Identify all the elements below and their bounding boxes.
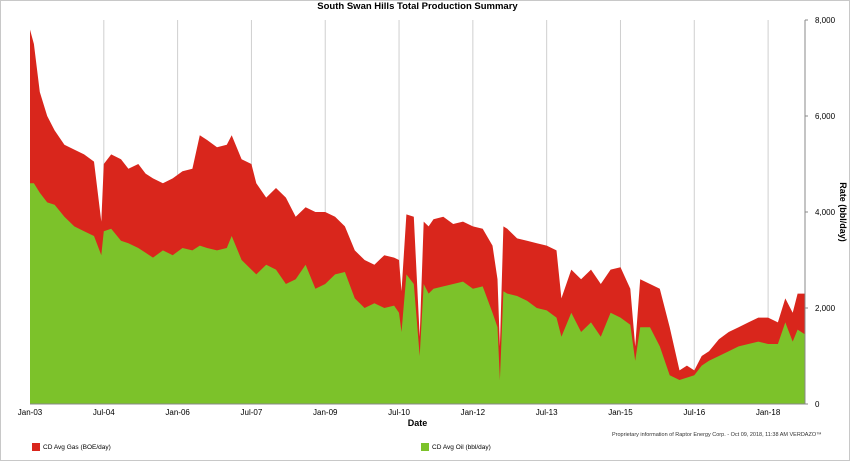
chart-title: South Swan Hills Total Production Summar… <box>317 1 518 12</box>
x-tick-label: Jan-09 <box>313 408 338 417</box>
tick-labels: Jan-03 Jul-04 Jan-06 Jul-07 Jan-09 Jul-10 Jan-… <box>18 16 848 428</box>
y-tick-label: 2,000 <box>815 304 836 313</box>
legend-item-gas[interactable]: CD Avg Gas (BOE/day) <box>32 443 111 451</box>
legend-item-oil[interactable]: CD Avg Oil (bbl/day) <box>421 443 491 451</box>
y-axis-title: Rate (bbl/day) <box>838 182 848 242</box>
legend-gas-label: CD Avg Gas (BOE/day) <box>43 443 111 451</box>
oil-area-series <box>30 183 805 404</box>
x-tick-label: Jan-12 <box>461 408 486 417</box>
x-axis-title: Date <box>408 418 428 428</box>
y-tick-label: 6,000 <box>815 112 836 121</box>
y-tick-label: 0 <box>815 400 820 409</box>
oil-swatch <box>421 443 429 451</box>
x-tick-label: Jul-07 <box>241 408 263 417</box>
footer-note: Proprietary information of Raptor Energy… <box>612 432 822 438</box>
gas-swatch <box>32 443 40 451</box>
x-tick-label: Jul-10 <box>388 408 410 417</box>
y-tick-label: 4,000 <box>815 208 836 217</box>
x-tick-label: Jan-03 <box>18 408 43 417</box>
area-series <box>30 29 805 404</box>
axes <box>30 19 808 405</box>
x-tick-label: Jul-13 <box>536 408 558 417</box>
x-tick-label: Jul-04 <box>93 408 115 417</box>
x-tick-label: Jan-15 <box>608 408 633 417</box>
x-tick-label: Jul-16 <box>683 408 705 417</box>
x-tick-label: Jan-06 <box>165 408 190 417</box>
x-tick-label: Jan-18 <box>756 408 781 417</box>
legend-oil-label: CD Avg Oil (bbl/day) <box>432 443 491 451</box>
y-tick-label: 8,000 <box>815 16 836 25</box>
